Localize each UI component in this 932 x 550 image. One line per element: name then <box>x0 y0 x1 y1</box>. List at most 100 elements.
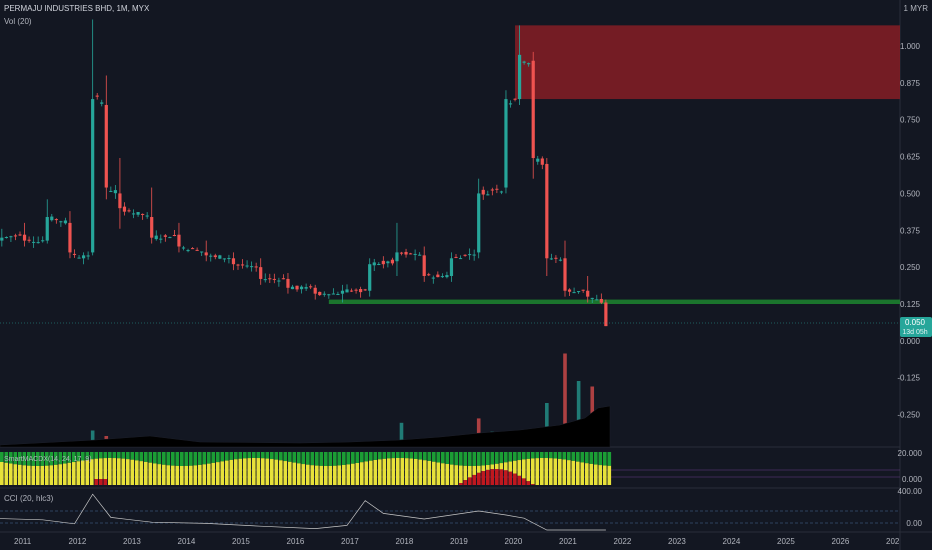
candle-body <box>72 253 77 255</box>
candle-body <box>299 286 304 290</box>
candle <box>9 235 13 242</box>
candle <box>504 90 508 194</box>
osc-bar-yellow <box>409 458 414 485</box>
osc-bar-green <box>121 452 126 459</box>
osc-bar-green <box>270 452 274 460</box>
osc-bar-green <box>229 452 234 460</box>
osc-bar-yellow <box>256 458 261 485</box>
x-tick-label: 2013 <box>123 537 141 546</box>
osc-bar-yellow <box>517 460 522 476</box>
osc-bar-yellow <box>76 461 81 485</box>
candle <box>390 257 395 266</box>
osc-bar-green <box>63 452 67 464</box>
candle-body <box>63 220 68 224</box>
candle-body <box>18 234 22 236</box>
osc-bar-yellow <box>513 460 517 474</box>
candle <box>572 287 576 294</box>
osc-bar-green <box>175 452 180 466</box>
osc-bar-yellow <box>49 465 54 485</box>
osc-bar-yellow <box>144 461 148 485</box>
demand-zone[interactable] <box>328 299 900 304</box>
candle <box>222 258 226 263</box>
candle <box>363 288 367 291</box>
price-tag-countdown: 13d 05h <box>902 329 927 336</box>
osc-bar-green <box>99 452 103 459</box>
osc-bar-red <box>495 469 499 485</box>
candle-body <box>604 302 608 327</box>
candle-body <box>163 235 167 237</box>
osc-bar-yellow <box>436 462 441 485</box>
osc-bar-green <box>585 452 589 464</box>
candle <box>141 213 145 220</box>
osc-bar-green <box>76 452 81 462</box>
x-tick-label: 202 <box>886 537 900 546</box>
candle <box>386 260 390 268</box>
osc-bar-red <box>522 478 526 485</box>
osc-bar-green <box>256 452 261 459</box>
candle <box>449 252 454 282</box>
candle <box>227 254 231 264</box>
osc-bar-yellow <box>13 464 18 485</box>
osc-bar-yellow <box>306 464 310 485</box>
candle <box>168 236 172 239</box>
osc-bar-yellow <box>45 465 49 485</box>
osc-tick-label: 0.000 <box>902 475 923 484</box>
volume-bar <box>90 430 95 447</box>
osc-bar-green <box>252 452 256 459</box>
candle-body <box>318 291 322 296</box>
osc-bar-green <box>265 452 270 459</box>
y-tick-label: 0.875 <box>900 79 921 88</box>
osc-bar-green <box>454 452 459 466</box>
osc-bar-yellow <box>369 460 373 485</box>
candle <box>63 217 68 225</box>
candle-body <box>372 262 376 266</box>
candle <box>527 62 531 67</box>
divergence-label[interactable]: SmartMACDX(14, 24, 17, 9) <box>4 456 92 463</box>
candle-body <box>495 188 499 190</box>
osc-bar-green <box>405 452 409 459</box>
osc-bar-yellow <box>148 462 153 485</box>
osc-bar-yellow <box>0 462 4 485</box>
candle-body <box>4 237 8 239</box>
candle-body <box>336 294 340 296</box>
candle <box>59 220 63 227</box>
candle <box>18 231 22 237</box>
candle-body <box>0 237 4 241</box>
candle-body <box>381 260 385 265</box>
candle <box>236 263 240 270</box>
candle <box>77 254 81 259</box>
osc-bar-yellow <box>67 462 72 485</box>
osc-bar-yellow <box>450 464 454 485</box>
osc-bar-yellow <box>576 461 580 485</box>
osc-bar-green <box>94 452 99 459</box>
candle <box>295 285 299 292</box>
candle-body <box>499 191 504 193</box>
candle-body <box>222 258 226 260</box>
symbol-title[interactable]: PERMAJU INDUSTRIES BHD, 1M, MYX <box>4 4 150 13</box>
osc-bar-yellow <box>211 462 216 485</box>
osc-bar-yellow <box>373 459 378 485</box>
volume-ma-area <box>0 405 611 448</box>
supply-zone[interactable] <box>515 25 900 100</box>
x-tick-label: 2023 <box>668 537 686 546</box>
osc-bar-yellow <box>193 465 198 485</box>
osc-bar-green <box>414 452 418 459</box>
volume-label[interactable]: Vol (20) <box>4 17 32 26</box>
osc-bar-yellow <box>247 458 252 485</box>
cci-label[interactable]: CCI (20, hlc3) <box>4 494 54 503</box>
candle <box>41 236 45 243</box>
candle-body <box>213 255 217 258</box>
y-tick-label: 0.500 <box>900 189 921 198</box>
osc-bar-green <box>22 452 27 466</box>
candle-body <box>558 259 563 261</box>
candle <box>549 253 553 260</box>
candle-body <box>545 163 549 259</box>
candle <box>581 289 585 293</box>
candle-body <box>527 63 531 65</box>
osc-bar-yellow <box>301 464 306 485</box>
osc-bar-green <box>166 452 171 466</box>
osc-bar-red <box>513 473 517 485</box>
x-tick-label: 2014 <box>178 537 196 546</box>
osc-bar-green <box>90 452 94 460</box>
